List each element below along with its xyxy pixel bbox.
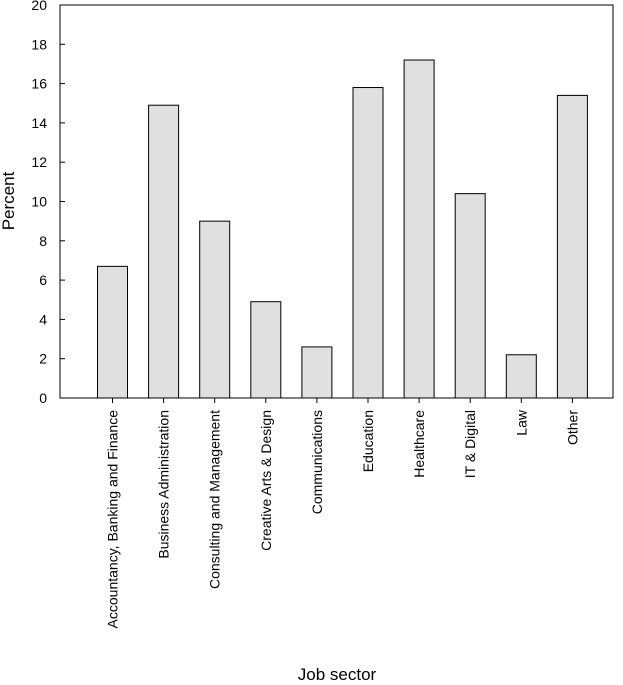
x-axis-label: Job sector <box>298 665 377 684</box>
x-tick-label: Law <box>513 409 529 436</box>
bars-group <box>97 59 588 399</box>
y-axis-label: Percent <box>0 171 18 230</box>
bar <box>556 94 588 399</box>
y-tick-label: 2 <box>39 351 47 367</box>
x-tick-label: Creative Arts & Design <box>258 410 274 551</box>
x-tick-label: Business Administration <box>156 410 172 559</box>
bar <box>97 265 128 399</box>
x-tick-label: Consulting and Management <box>207 410 223 589</box>
bar <box>250 301 282 399</box>
y-tick-label: 12 <box>31 154 47 170</box>
y-tick-label: 0 <box>39 390 47 406</box>
y-tick-label: 18 <box>31 36 47 52</box>
y-tick-label: 10 <box>31 194 47 210</box>
x-tick-label: Other <box>564 410 580 445</box>
x-tick-label: Education <box>360 410 376 472</box>
y-axis: 0 2 4 6 8 10 12 14 16 18 20 <box>31 0 65 406</box>
plot-area-frame <box>59 4 614 399</box>
y-tick-label: 20 <box>31 0 47 13</box>
bar <box>352 87 384 399</box>
bar <box>505 354 537 399</box>
bar <box>148 104 180 399</box>
y-tick-label: 14 <box>31 115 47 131</box>
x-tick-label: Communications <box>309 410 325 514</box>
x-axis: Accountancy, Banking and Finance Business… <box>105 398 580 629</box>
x-tick-label: IT & Digital <box>462 410 478 478</box>
y-tick-label: 4 <box>39 311 47 327</box>
bar <box>199 220 231 399</box>
x-tick-label: Healthcare <box>411 410 427 478</box>
y-tick-label: 16 <box>31 76 47 92</box>
bar <box>301 346 333 399</box>
x-tick-label: Accountancy, Banking and Finance <box>105 410 121 629</box>
y-tick-label: 8 <box>39 233 47 249</box>
bar <box>403 59 435 399</box>
y-tick-label: 6 <box>39 272 47 288</box>
bar <box>454 193 486 399</box>
